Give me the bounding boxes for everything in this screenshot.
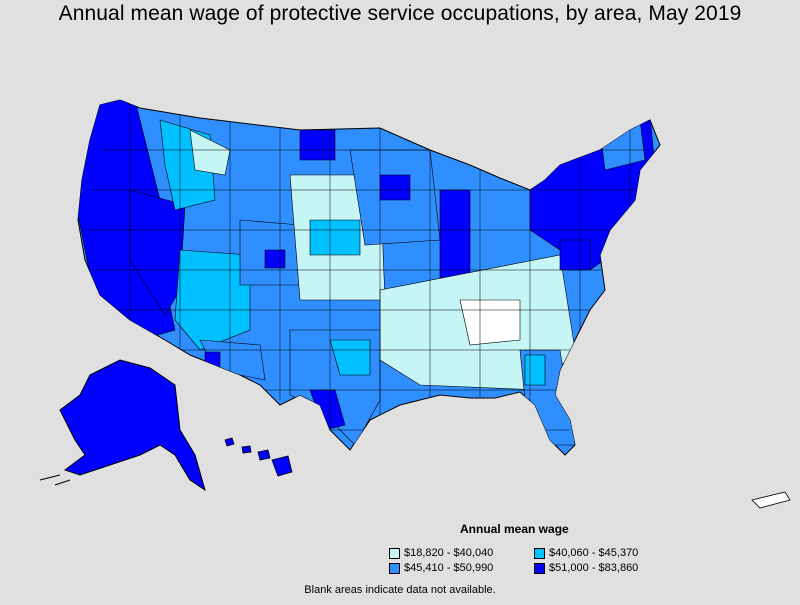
legend-item: $40,060 - $45,370 <box>534 546 638 560</box>
legend-swatch <box>534 547 545 559</box>
legend-label: $45,410 - $50,990 <box>404 562 494 574</box>
footnote: Blank areas indicate data not available. <box>304 584 496 596</box>
legend-item: $45,410 - $50,990 <box>389 561 493 575</box>
alaska <box>39 359 206 492</box>
hawaii <box>224 437 293 477</box>
legend-swatch <box>534 562 545 574</box>
legend-item: $51,000 - $83,860 <box>534 561 638 575</box>
legend-item: $18,820 - $40,040 <box>389 546 493 560</box>
legend-swatch <box>389 547 400 559</box>
legend-label: $40,060 - $45,370 <box>549 547 639 559</box>
mainland-us <box>77 99 661 456</box>
map-title: Annual mean wage of protective service o… <box>58 2 742 25</box>
legend-swatch <box>389 562 400 574</box>
puerto-rico <box>751 491 791 509</box>
legend-label: $51,000 - $83,860 <box>549 562 639 574</box>
legend-title: Annual mean wage <box>460 522 569 536</box>
legend-label: $18,820 - $40,040 <box>404 547 494 559</box>
